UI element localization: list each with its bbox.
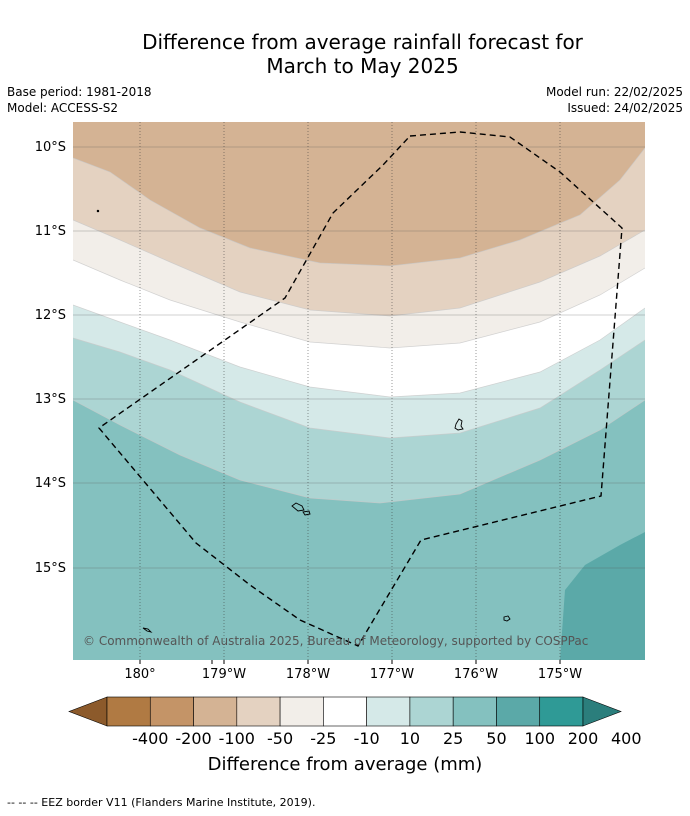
colorbar-extend-low <box>68 696 108 727</box>
colorbar: -400 -200 -100 -50 -25 -10 10 25 50 100 200 400 <box>68 696 642 748</box>
colorbar-segment <box>452 696 497 727</box>
colorbar-title: Difference from average (mm) <box>208 754 483 775</box>
colorbar-tick-label: -200 <box>175 729 211 748</box>
lat-label-13s: 13°S <box>35 392 66 407</box>
latitude-labels: 10°S 11°S 12°S 13°S 14°S 15°S <box>35 140 66 576</box>
colorbar-tick-label: 25 <box>443 729 463 748</box>
colorbar-tick-label: -25 <box>310 729 336 748</box>
latitude-gridlines <box>73 146 645 569</box>
island-dot <box>96 209 100 213</box>
colorbar-extend-high <box>582 696 622 727</box>
lon-label-179w: 179°W <box>202 667 246 682</box>
colorbar-tick-label: -50 <box>267 729 293 748</box>
island-futuna <box>291 502 305 512</box>
colorbar-segment <box>409 696 454 727</box>
band-100-200 <box>560 532 645 660</box>
island-wallis <box>454 418 464 431</box>
colorbar-tick-label: -400 <box>132 729 168 748</box>
rainfall-field: © Commonwealth of Australia 2025, Bureau… <box>73 122 645 660</box>
meta-left: Base period: 1981-2018 Model: ACCESS-S2 <box>7 84 152 116</box>
island-alofi <box>302 510 311 516</box>
colorbar-segment <box>496 696 541 727</box>
lat-label-12s: 12°S <box>35 308 66 323</box>
band-minus100 <box>73 122 645 266</box>
colorbar-segment <box>193 696 238 727</box>
base-period: Base period: 1981-2018 <box>7 85 152 99</box>
longitude-ticks <box>139 660 561 664</box>
lon-label-177w: 177°W <box>370 667 414 682</box>
copyright-text: © Commonwealth of Australia 2025, Bureau… <box>83 634 588 648</box>
lat-label-15s: 15°S <box>35 561 66 576</box>
lon-label-176w: 176°W <box>454 667 498 682</box>
title-line-2: March to May 2025 <box>266 54 459 78</box>
colorbar-segment <box>323 696 367 727</box>
island-south-west <box>142 627 153 633</box>
map-title: Difference from average rainfall forecas… <box>0 30 690 78</box>
colorbar-tick-label: -10 <box>354 729 380 748</box>
colorbar-segment <box>539 696 584 727</box>
lon-label-180: 180° <box>124 667 155 682</box>
eez-border <box>97 131 623 647</box>
island-south-east <box>503 615 511 622</box>
lon-label-175w: 175°W <box>538 667 582 682</box>
islands <box>96 209 511 633</box>
colorbar-tick-label: 400 <box>611 729 642 748</box>
colorbar-tick-label: 50 <box>486 729 506 748</box>
model-run: Model run: 22/02/2025 <box>545 85 683 99</box>
colorbar-tick-label: 100 <box>524 729 555 748</box>
title-line-1: Difference from average rainfall forecas… <box>142 30 583 54</box>
lon-label-178w: 178°W <box>286 667 330 682</box>
longitude-labels: 180° 179°W 178°W 177°W 176°W 175°W <box>124 667 582 682</box>
model-name: Model: ACCESS-S2 <box>7 101 119 115</box>
colorbar-segment <box>149 696 194 727</box>
lat-label-10s: 10°S <box>35 140 66 155</box>
colorbar-tick-label: -100 <box>219 729 255 748</box>
colorbar-tick-label: 200 <box>568 729 599 748</box>
lat-label-11s: 11°S <box>35 224 66 239</box>
eez-legend-footer: -- -- -- EEZ border V11 (Flanders Marine… <box>7 796 316 809</box>
colorbar-segment <box>236 696 281 727</box>
meta-right: Model run: 22/02/2025 Issued: 24/02/2025 <box>546 84 683 116</box>
colorbar-tick-label: 10 <box>400 729 420 748</box>
colorbar-segment <box>106 696 151 727</box>
issued-date: Issued: 24/02/2025 <box>567 101 683 115</box>
lat-label-14s: 14°S <box>35 476 66 491</box>
colorbar-segment <box>279 696 324 727</box>
colorbar-segment <box>366 696 411 727</box>
contour-lines <box>73 147 645 504</box>
